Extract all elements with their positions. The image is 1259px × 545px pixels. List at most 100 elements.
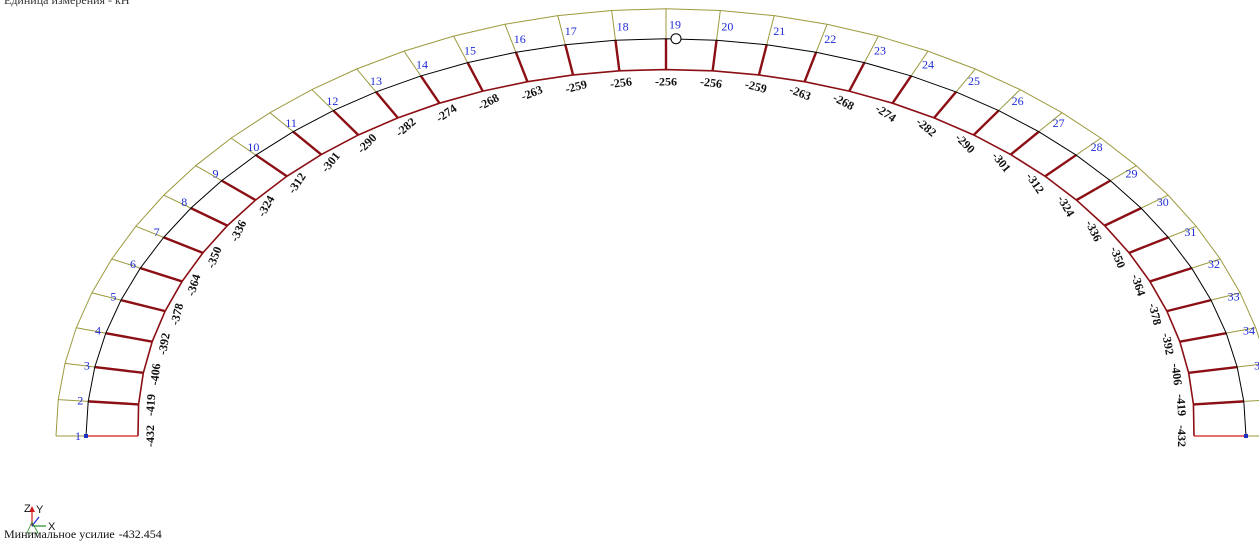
grid-tick-25 (955, 68, 976, 93)
x-axis-letter: X (48, 521, 56, 533)
force-bar-11 (292, 130, 323, 156)
force-bar-22 (803, 51, 818, 83)
grid-tick-20 (716, 10, 721, 41)
force-bar-15 (466, 62, 484, 92)
min-force-label: Минимальное усилие (4, 527, 115, 541)
grid-tick-32 (1191, 258, 1221, 269)
node-number-27: 27 (1053, 116, 1065, 130)
node-number-31: 31 (1184, 225, 1196, 239)
grid-tick-18 (611, 10, 616, 41)
node-number-35: 35 (1254, 358, 1259, 372)
node-number-23: 23 (874, 43, 886, 57)
force-bar-30 (1104, 207, 1142, 227)
hinge-icon (670, 33, 682, 45)
arch-axis (85, 38, 1247, 437)
force-bar-33 (1166, 298, 1212, 313)
grid-layer (55, 8, 1259, 437)
force-bar-3 (94, 365, 144, 375)
grid-tick-9 (195, 165, 222, 182)
grid-tick-24 (910, 50, 929, 77)
grid-tick-33 (1210, 292, 1241, 301)
force-value-label-6: -364 (183, 272, 203, 297)
force-value-label-4: -392 (155, 332, 173, 356)
grid-tick-16 (504, 24, 517, 53)
node-number-5: 5 (110, 290, 116, 304)
support-node-37 (1244, 434, 1248, 438)
node-number-4: 4 (95, 324, 101, 338)
node-number-6: 6 (130, 257, 136, 271)
force-value-label-37: -432 (1175, 425, 1189, 447)
force-bar-5 (120, 298, 166, 313)
node-number-18: 18 (617, 19, 629, 33)
force-bar-32 (1149, 266, 1193, 283)
grid-tick-4 (76, 327, 106, 334)
force-bar-35 (1188, 365, 1238, 375)
force-value-label-34: -392 (1159, 332, 1177, 356)
force-bar-14 (419, 75, 441, 104)
grid-tick-3 (64, 362, 95, 368)
force-value-label-29: -324 (1055, 193, 1078, 219)
force-value-label-5: -378 (167, 302, 186, 327)
force-bar-28 (1044, 154, 1077, 178)
grid-tick-12 (311, 89, 334, 111)
grid-tick-15 (453, 35, 469, 63)
force-bar-31 (1128, 236, 1169, 254)
y-axis-letter: Y (36, 504, 44, 516)
force-value-label-15: -268 (475, 90, 501, 113)
force-bar-13 (375, 91, 399, 119)
node-number-9: 9 (213, 167, 219, 181)
force-bar-10 (255, 154, 288, 178)
axes-base-icon (26, 521, 39, 534)
force-value-label-36: -419 (1174, 394, 1189, 417)
grid-tick-2 (58, 399, 89, 402)
z-axis-letter: Z (24, 503, 31, 515)
force-bar-36 (1193, 400, 1244, 406)
grid-tick-26 (998, 89, 1021, 111)
node-number-13: 13 (370, 74, 382, 88)
force-bar-12 (332, 109, 360, 136)
force-value-label-9: -324 (254, 193, 277, 219)
grid-tick-35 (1237, 363, 1259, 368)
force-value-label-17: -259 (564, 77, 589, 96)
grid-tick-10 (230, 137, 257, 156)
node-number-11: 11 (285, 116, 297, 130)
grid-tick-14 (403, 50, 422, 77)
node-number-22: 22 (824, 32, 836, 46)
units-label: Единица измерения - кН (4, 0, 130, 7)
force-value-label-32: -364 (1128, 272, 1148, 297)
force-bar-24 (891, 75, 913, 104)
force-bar-6 (139, 266, 183, 283)
node-number-34: 34 (1243, 324, 1255, 338)
force-value-label-28: -312 (1023, 170, 1047, 196)
grid-tick-5 (91, 292, 122, 301)
force-bar-9 (221, 179, 257, 202)
force-bar-7 (163, 236, 204, 254)
grid-tick-6 (111, 258, 141, 269)
grid-tick-7 (135, 225, 164, 238)
z-axis-arrowhead (29, 506, 35, 512)
force-value-label-21: -259 (744, 77, 769, 96)
coordinate-axes-icon: Z Y X (24, 503, 56, 534)
grid-tick-34 (1226, 327, 1256, 334)
grid-tick-21 (766, 15, 775, 45)
grid-tick-31 (1168, 225, 1197, 238)
force-bar-2 (88, 400, 139, 406)
node-number-21: 21 (773, 24, 785, 38)
node-number-24: 24 (922, 57, 934, 71)
diagram-layer (86, 38, 1246, 437)
grid-tick-11 (269, 112, 294, 133)
force-value-label-1: -432 (143, 425, 157, 447)
force-value-label-2: -419 (143, 394, 158, 417)
node-number-19: 19 (669, 18, 681, 32)
grid-tick-17 (557, 15, 566, 45)
force-bar-21 (757, 44, 768, 76)
force-bar-34 (1179, 331, 1227, 343)
force-value-label-19: -256 (655, 75, 677, 89)
node-number-26: 26 (1012, 94, 1024, 108)
node-number-25: 25 (968, 74, 980, 88)
force-bar-17 (564, 44, 575, 76)
min-force-value: -432.454 (118, 527, 162, 541)
grid-tick-27 (1038, 112, 1063, 133)
force-bar-4 (105, 331, 153, 343)
